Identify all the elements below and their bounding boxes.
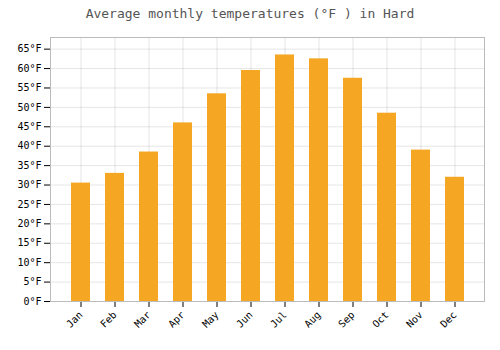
svg-text:Oct: Oct <box>370 309 391 330</box>
svg-text:55°F: 55°F <box>17 82 41 93</box>
svg-text:Jun: Jun <box>234 309 255 330</box>
svg-text:30°F: 30°F <box>17 179 41 190</box>
svg-text:0°F: 0°F <box>23 296 41 307</box>
svg-text:Feb: Feb <box>98 309 119 330</box>
svg-text:45°F: 45°F <box>17 121 41 132</box>
svg-text:Apr: Apr <box>166 309 187 330</box>
svg-text:50°F: 50°F <box>17 102 41 113</box>
svg-text:65°F: 65°F <box>17 43 41 54</box>
svg-text:20°F: 20°F <box>17 218 41 229</box>
svg-text:40°F: 40°F <box>17 140 41 151</box>
svg-text:Mar: Mar <box>132 309 153 330</box>
svg-text:May: May <box>200 309 221 330</box>
svg-text:25°F: 25°F <box>17 199 41 210</box>
svg-text:Jul: Jul <box>268 309 289 330</box>
svg-text:Nov: Nov <box>404 309 425 330</box>
svg-text:60°F: 60°F <box>17 63 41 74</box>
svg-text:10°F: 10°F <box>17 257 41 268</box>
svg-text:15°F: 15°F <box>17 237 41 248</box>
svg-text:Jan: Jan <box>64 309 85 330</box>
svg-text:Dec: Dec <box>438 309 459 330</box>
html-text:Average monthly temperatures (: Average monthly temperatures (°F ) in Ha… <box>85 6 415 21</box>
svg-text:Sep: Sep <box>336 309 357 330</box>
svg-text:35°F: 35°F <box>17 160 41 171</box>
svg-text:Aug: Aug <box>302 309 323 330</box>
svg-text:5°F: 5°F <box>23 276 41 287</box>
